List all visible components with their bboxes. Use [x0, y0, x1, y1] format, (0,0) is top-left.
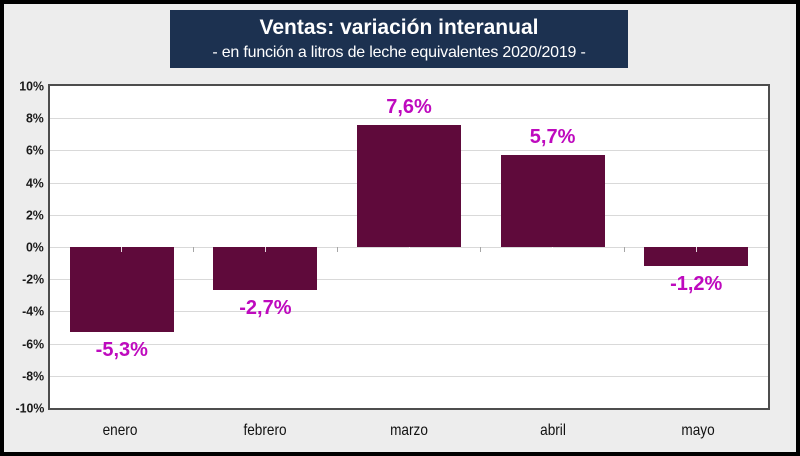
data-label-abril: 5,7%: [529, 126, 576, 149]
zero-axis-tick: [264, 247, 266, 252]
zero-axis-boundary-tick: [193, 247, 195, 252]
data-label-mayo: -1,2%: [670, 273, 723, 296]
y-tick-label: -2%: [22, 271, 44, 287]
chart-title: Ventas: variación interanual: [259, 15, 539, 39]
y-tick-label: 8%: [26, 110, 44, 126]
bar-enero: [69, 247, 174, 333]
y-tick-label: 6%: [26, 142, 44, 158]
y-tick-label: -8%: [22, 368, 44, 384]
gridline: [50, 343, 768, 345]
y-tick-label: 4%: [26, 175, 44, 191]
x-tick-label-abril: abril: [540, 422, 567, 439]
gridline: [50, 279, 768, 281]
zero-axis-tick: [552, 247, 554, 252]
data-label-marzo: 7,6%: [386, 95, 432, 118]
y-tick-label: -4%: [22, 303, 44, 319]
y-tick-label: 0%: [26, 239, 44, 255]
bar-mayo: [644, 247, 749, 267]
y-tick-label: -6%: [22, 336, 44, 352]
zero-axis-boundary-tick: [480, 247, 482, 252]
zero-axis-boundary-tick: [336, 247, 338, 252]
gridline: [50, 118, 768, 120]
gridline: [50, 311, 768, 313]
bar-abril: [500, 155, 605, 247]
y-axis: 10% 8% 6% 4% 2% 0% -2% -4% -6% -8% -10%: [4, 79, 44, 416]
gridline: [50, 375, 768, 377]
data-label-enero: -5,3%: [95, 339, 148, 362]
x-axis: enero febrero marzo abril mayo: [48, 416, 770, 446]
chart-subtitle: - en función a litros de leche equivalen…: [212, 43, 586, 61]
x-tick-label-marzo: marzo: [390, 422, 428, 439]
zero-axis-tick: [408, 247, 410, 252]
zero-axis-tick: [121, 247, 123, 252]
plot-area: -5,3% -2,7% 7,6% 5,7% -1,2%: [48, 84, 770, 410]
x-tick-label-mayo: mayo: [681, 422, 715, 439]
bar-marzo: [356, 124, 462, 247]
y-tick-label: 2%: [26, 207, 44, 223]
zero-axis-tick: [695, 247, 697, 252]
chart-title-box: Ventas: variación interanual - en funció…: [170, 10, 628, 68]
bar-febrero: [213, 247, 318, 291]
x-tick-label-enero: enero: [102, 422, 138, 439]
y-tick-label: 10%: [19, 78, 44, 94]
data-label-febrero: -2,7%: [239, 297, 292, 320]
zero-axis-boundary-tick: [623, 247, 625, 252]
x-tick-label-febrero: febrero: [243, 422, 287, 439]
y-tick-label: -10%: [15, 400, 44, 416]
